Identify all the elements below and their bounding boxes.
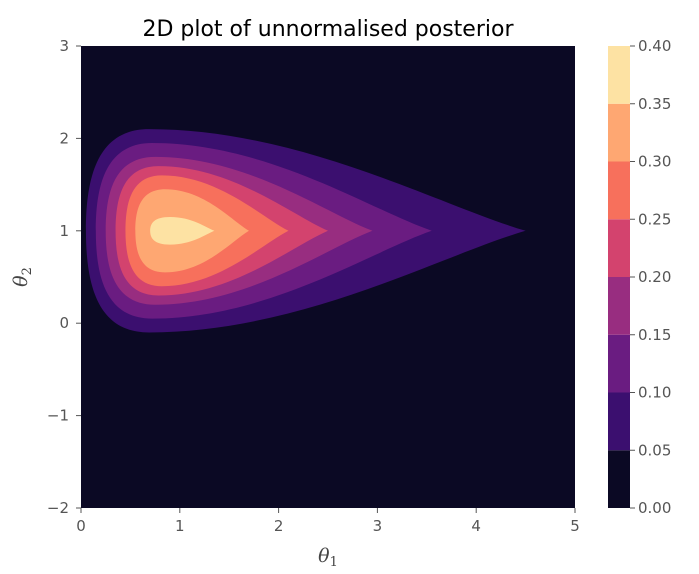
x-tick-label: 4	[471, 517, 481, 535]
y-axis-ticks: −2 −1 0 1 2 3	[47, 37, 81, 517]
colorbar-tick-label: 0.20	[638, 268, 671, 286]
colorbar-ticks: 0.00 0.05 0.10 0.15 0.20 0.25 0.30 0.35 0.40	[630, 37, 671, 517]
colorbar-tick-label: 0.05	[638, 441, 671, 459]
y-tick-label: 1	[59, 222, 69, 240]
colorbar-tick-label: 0.10	[638, 384, 671, 402]
y-tick-label: 0	[59, 314, 69, 332]
x-tick-label: 1	[175, 517, 185, 535]
y-tick-label: −2	[47, 499, 69, 517]
colorbar-tick-label: 0.35	[638, 95, 671, 113]
x-tick-label: 0	[76, 517, 86, 535]
colorbar-segment-3	[608, 277, 630, 335]
x-axis-ticks: 0 1 2 3 4 5	[76, 508, 580, 535]
colorbar-segment-4	[608, 219, 630, 277]
x-tick-label: 3	[373, 517, 383, 535]
x-tick-label: 2	[274, 517, 284, 535]
colorbar-tick-label: 0.00	[638, 499, 671, 517]
contour-band-7	[150, 216, 215, 245]
x-tick-label: 5	[570, 517, 580, 535]
plot-area	[81, 46, 575, 508]
colorbar-segment-2	[608, 334, 630, 393]
colorbar	[608, 46, 630, 508]
y-axis-label-subscript: 2	[20, 267, 35, 275]
colorbar-tick-label: 0.25	[638, 210, 671, 228]
y-tick-label: 2	[59, 129, 69, 147]
x-axis-label-subscript: 1	[330, 555, 338, 570]
colorbar-segment-0	[608, 450, 630, 508]
chart-title: 2D plot of unnormalised posterior	[142, 17, 514, 42]
y-tick-label: 3	[59, 37, 69, 55]
colorbar-tick-label: 0.15	[638, 326, 671, 344]
y-axis-label-symbol: θ	[10, 275, 32, 287]
colorbar-segment-6	[608, 103, 630, 162]
colorbar-segment-5	[608, 161, 630, 220]
colorbar-tick-label: 0.30	[638, 153, 671, 171]
x-axis-label-symbol: θ	[318, 545, 330, 567]
colorbar-segment-7	[608, 46, 630, 104]
x-axis-label: θ1	[318, 545, 338, 570]
colorbar-tick-label: 0.40	[638, 37, 671, 55]
colorbar-segment-1	[608, 392, 630, 451]
y-tick-label: −1	[47, 407, 69, 425]
y-axis-label: θ2	[10, 267, 35, 287]
contour-bands	[85, 129, 526, 333]
